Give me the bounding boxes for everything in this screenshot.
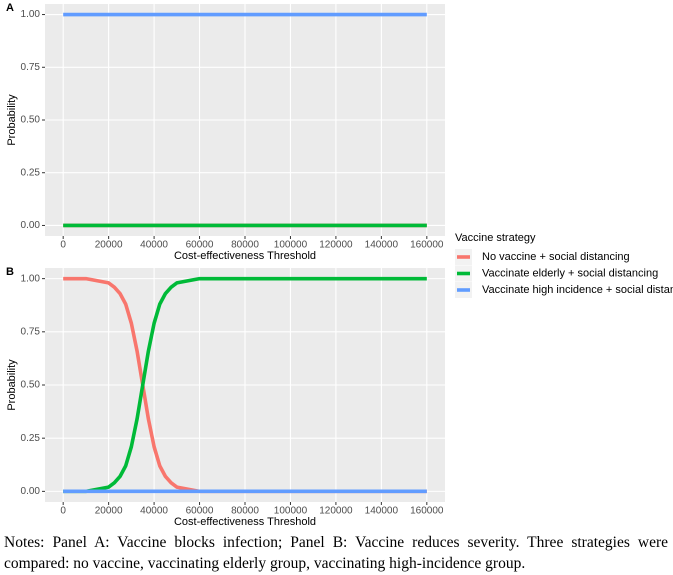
- legend-label: Vaccinate high incidence + social distan…: [482, 284, 673, 296]
- y-tick-label: 0.75: [21, 62, 41, 73]
- x-tick-label: 120000: [319, 240, 353, 251]
- y-tick-label: 0.75: [21, 326, 41, 337]
- legend-label: No vaccine + social distancing: [482, 251, 630, 263]
- y-tick-label: 0.50: [21, 380, 41, 391]
- panel-label: A: [6, 2, 14, 14]
- x-tick-label: 40000: [140, 506, 168, 517]
- y-tick-label: 1.00: [21, 9, 41, 20]
- x-tick-label: 100000: [274, 506, 308, 517]
- y-tick-label: 0.25: [21, 167, 41, 178]
- x-axis-label: Cost-effectiveness Threshold: [174, 250, 316, 262]
- y-tick-label: 1.00: [21, 273, 41, 284]
- legend-label: Vaccinate elderly + social distancing: [482, 267, 658, 279]
- x-tick-label: 140000: [365, 240, 399, 251]
- x-tick-label: 40000: [140, 240, 168, 251]
- y-tick-label: 0.00: [21, 220, 41, 231]
- x-tick-label: 80000: [231, 506, 259, 517]
- y-tick-label: 0.50: [21, 115, 41, 126]
- panel-label: B: [6, 266, 14, 278]
- x-tick-label: 0: [60, 506, 66, 517]
- y-tick-label: 0.00: [21, 486, 41, 497]
- x-tick-label: 160000: [410, 240, 444, 251]
- x-tick-label: 80000: [231, 240, 259, 251]
- x-tick-label: 60000: [186, 506, 214, 517]
- y-tick-label: 0.25: [21, 433, 41, 444]
- x-tick-label: 20000: [95, 240, 123, 251]
- x-tick-label: 20000: [95, 506, 123, 517]
- series-line: [63, 276, 427, 494]
- notes: Notes: Panel A: Vaccine blocks infection…: [4, 534, 668, 572]
- x-tick-label: 60000: [186, 240, 214, 251]
- x-tick-label: 0: [60, 240, 66, 251]
- x-tick-label: 100000: [274, 240, 308, 251]
- chart: 0.00 0.25 0.50 0.75 1.00 0 20000 40000 60000 8000…: [6, 2, 673, 528]
- y-axis-label: Probability: [6, 94, 18, 146]
- y-axis-label: Probability: [6, 359, 18, 411]
- x-tick-label: 140000: [365, 506, 399, 517]
- x-tick-label: 120000: [319, 506, 353, 517]
- legend-title: Vaccine strategy: [455, 232, 536, 244]
- x-tick-label: 160000: [410, 506, 444, 517]
- x-axis-label: Cost-effectiveness Threshold: [174, 516, 316, 528]
